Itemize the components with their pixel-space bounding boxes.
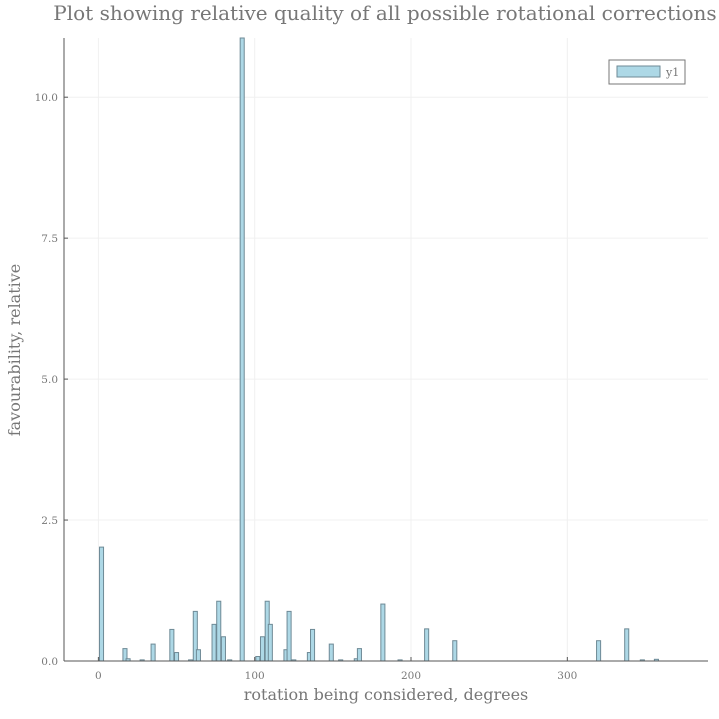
- chart-title: Plot showing relative quality of all pos…: [53, 1, 716, 25]
- bar: [380, 603, 386, 662]
- bars-group: [98, 37, 659, 662]
- bar: [98, 546, 105, 662]
- grid-lines: [64, 38, 708, 662]
- y-tick-label: 5.0: [41, 374, 58, 386]
- bar: [624, 628, 630, 662]
- bar: [596, 640, 602, 662]
- bar: [169, 628, 175, 662]
- bar: [267, 623, 273, 662]
- y-tick-label: 7.5: [41, 233, 58, 245]
- x-tick-label: 300: [557, 670, 577, 682]
- bar: [310, 628, 316, 662]
- bar: [356, 648, 362, 662]
- tick-labels: 0 100 200 300 0.0 2.5 5.0 7.5 10.0: [35, 92, 578, 682]
- bar: [239, 37, 245, 662]
- legend-swatch: [616, 65, 661, 78]
- bar: [259, 636, 266, 662]
- x-tick-label: 0: [95, 670, 102, 682]
- bar: [150, 643, 156, 662]
- bar: [328, 643, 334, 662]
- bar: [220, 636, 226, 662]
- bar: [286, 610, 292, 662]
- x-axis-label: rotation being considered, degrees: [244, 685, 529, 704]
- bar: [211, 623, 217, 662]
- x-tick-label: 100: [245, 670, 265, 682]
- bar: [216, 600, 222, 662]
- x-tick-label: 200: [401, 670, 421, 682]
- y-tick-label: 0.0: [41, 656, 58, 668]
- axes: [63, 38, 708, 662]
- bar: [424, 628, 430, 662]
- bar: [452, 640, 458, 662]
- y-axis-label: favourability, relative: [5, 264, 24, 437]
- legend-label: y1: [665, 66, 679, 79]
- bar: [174, 652, 180, 662]
- y-tick-label: 2.5: [41, 515, 58, 527]
- legend: y1: [608, 59, 686, 85]
- y-tick-label: 10.0: [35, 92, 58, 104]
- bar: [255, 655, 261, 662]
- bar: [195, 649, 201, 662]
